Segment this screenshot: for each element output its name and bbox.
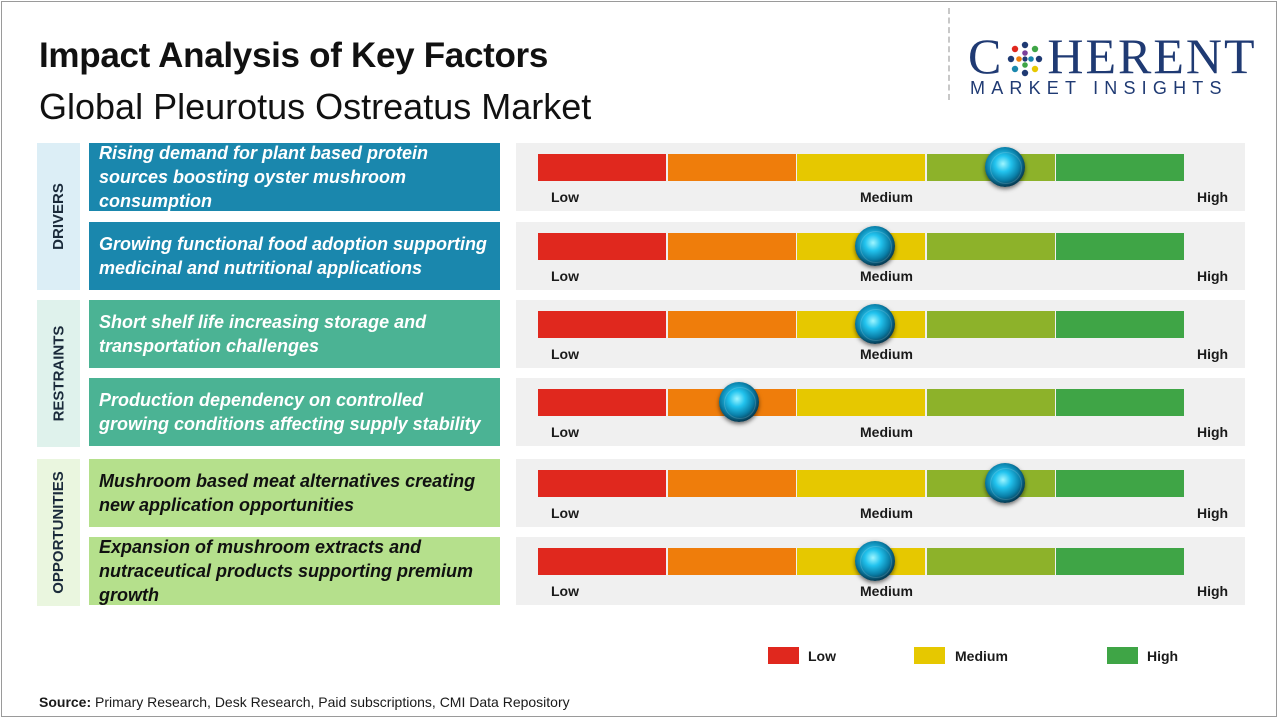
gauge-label-medium: Medium xyxy=(860,189,913,205)
logo-divider xyxy=(948,8,950,100)
factor-card: Rising demand for plant based protein so… xyxy=(89,143,500,211)
group-label-text: RESTRAINTS xyxy=(50,325,67,422)
gauge-label-low: Low xyxy=(551,424,579,440)
gauge-segment xyxy=(797,470,926,497)
gauge-label-high: High xyxy=(1197,346,1229,362)
logo-text-start: C xyxy=(968,28,1004,84)
gauge-label-medium: Medium xyxy=(860,424,913,440)
chart-subtitle: Global Pleurotus Ostreatus Market xyxy=(39,86,592,127)
factor-card: Short shelf life increasing storage and … xyxy=(89,300,500,368)
gauge-segment xyxy=(926,389,1055,416)
gauge-segment xyxy=(667,470,796,497)
gauge-label-high: High xyxy=(1197,505,1229,521)
logo-text-end: HERENT xyxy=(1047,28,1257,84)
source-text: Primary Research, Desk Research, Paid su… xyxy=(91,694,570,710)
gauge-segment xyxy=(926,233,1055,260)
gauge-label-medium: Medium xyxy=(860,346,913,362)
gauge-segment xyxy=(1056,233,1185,260)
factor-card: Production dependency on controlled grow… xyxy=(89,378,500,446)
impact-marker xyxy=(854,226,895,266)
source-note: Source: Primary Research, Desk Research,… xyxy=(39,694,570,710)
gauge-label-low: Low xyxy=(551,505,579,521)
gauge-segment xyxy=(1056,311,1185,338)
gauge-segment xyxy=(1056,470,1185,497)
impact-marker xyxy=(854,541,895,581)
group-label-restraints: RESTRAINTS xyxy=(37,300,80,447)
gauge-label-low: Low xyxy=(551,346,579,362)
gauge-segment xyxy=(667,311,796,338)
company-logo: C HERENT xyxy=(968,28,1257,90)
gauge-segment xyxy=(1056,548,1185,575)
factor-card: Expansion of mushroom extracts and nutra… xyxy=(89,537,500,605)
legend-swatch-low xyxy=(768,647,799,664)
factor-text: Rising demand for plant based protein so… xyxy=(99,143,429,211)
factor-text: Short shelf life increasing storage and … xyxy=(99,312,427,356)
legend-swatch-medium xyxy=(914,647,945,664)
group-label-text: DRIVERS xyxy=(50,183,67,250)
factor-text: Expansion of mushroom extracts and nutra… xyxy=(99,537,474,605)
gauge-segment xyxy=(538,389,667,416)
factor-text: Production dependency on controlled grow… xyxy=(99,390,481,434)
gauge-segment xyxy=(538,548,667,575)
legend-label-low: Low xyxy=(808,648,836,664)
gauge-segment xyxy=(1056,154,1185,181)
gauge-label-low: Low xyxy=(551,268,579,284)
gauge-segment xyxy=(667,233,796,260)
legend-swatch-high xyxy=(1107,647,1138,664)
gauge-label-low: Low xyxy=(551,189,579,205)
gauge-segment xyxy=(667,548,796,575)
legend-label-medium: Medium xyxy=(955,648,1008,664)
gauge-segment xyxy=(797,389,926,416)
gauge-segment xyxy=(538,470,667,497)
legend-label-high: High xyxy=(1147,648,1179,664)
gauge-label-medium: Medium xyxy=(860,268,913,284)
impact-marker xyxy=(718,382,759,422)
chart-title: Impact Analysis of Key Factors xyxy=(39,36,549,75)
gauge-segment xyxy=(538,311,667,338)
group-label-drivers: DRIVERS xyxy=(37,143,80,290)
gauge-label-high: High xyxy=(1197,189,1229,205)
source-label: Source: xyxy=(39,694,92,710)
gauge-segment xyxy=(926,311,1055,338)
factor-card: Growing functional food adoption support… xyxy=(89,222,500,290)
logo-tagline: MARKET INSIGHTS xyxy=(970,78,1228,98)
group-label-opportunities: OPPORTUNITIES xyxy=(37,459,80,606)
gauge-label-medium: Medium xyxy=(860,505,913,521)
gauge-segment xyxy=(538,154,667,181)
factor-card: Mushroom based meat alternatives creatin… xyxy=(89,459,500,527)
gauge-segment xyxy=(538,233,667,260)
gauge-segment xyxy=(667,154,796,181)
gauge-label-high: High xyxy=(1197,424,1229,440)
gauge-label-medium: Medium xyxy=(860,583,913,599)
gauge-label-high: High xyxy=(1197,268,1229,284)
group-label-text: OPPORTUNITIES xyxy=(50,471,68,594)
factor-text: Mushroom based meat alternatives creatin… xyxy=(99,471,476,515)
gauge-label-high: High xyxy=(1197,583,1229,599)
factor-text: Growing functional food adoption support… xyxy=(99,234,487,278)
gauge-segment xyxy=(926,548,1055,575)
gauge-segment xyxy=(1056,389,1185,416)
gauge-segment xyxy=(797,154,926,181)
impact-marker xyxy=(984,463,1025,503)
impact-marker xyxy=(854,304,895,344)
impact-marker xyxy=(984,147,1025,187)
gauge-label-low: Low xyxy=(551,583,579,599)
logo-globe-icon xyxy=(1005,34,1045,90)
